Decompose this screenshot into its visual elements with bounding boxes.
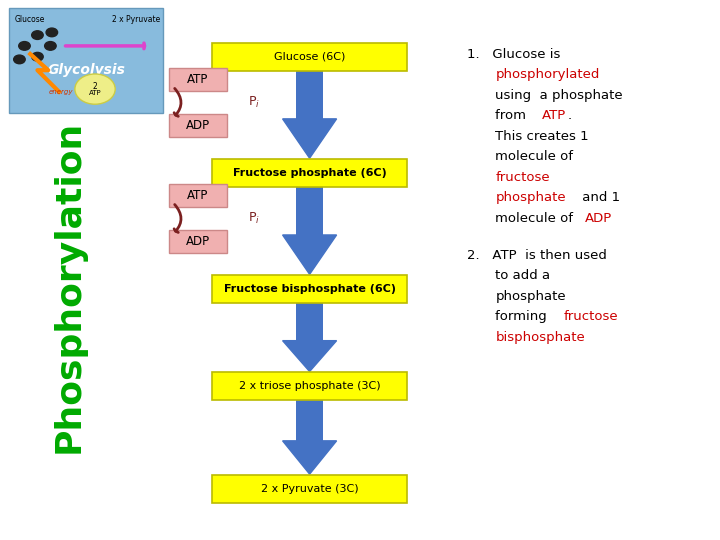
Text: ADP: ADP <box>585 212 613 225</box>
Text: energy: energy <box>48 89 73 95</box>
Text: This creates 1: This creates 1 <box>495 130 589 143</box>
Text: phosphate: phosphate <box>495 289 566 302</box>
Text: forming: forming <box>495 310 552 323</box>
FancyBboxPatch shape <box>169 230 227 253</box>
Polygon shape <box>283 441 336 474</box>
Text: ATP: ATP <box>541 109 566 122</box>
Polygon shape <box>283 119 336 158</box>
Text: ATP: ATP <box>187 73 209 86</box>
Text: Glucose (6C): Glucose (6C) <box>274 52 346 62</box>
Text: ADP: ADP <box>186 235 210 248</box>
Text: ATP: ATP <box>187 189 209 202</box>
FancyBboxPatch shape <box>296 187 323 235</box>
Text: to add a: to add a <box>495 269 551 282</box>
FancyBboxPatch shape <box>169 68 227 91</box>
FancyBboxPatch shape <box>169 184 227 207</box>
Circle shape <box>19 42 30 50</box>
Text: Glucose: Glucose <box>14 15 45 24</box>
Text: molecule of: molecule of <box>495 212 577 225</box>
Text: from: from <box>495 109 531 122</box>
FancyBboxPatch shape <box>296 71 323 119</box>
Text: fructose: fructose <box>564 310 618 323</box>
Text: Fructose bisphosphate (6C): Fructose bisphosphate (6C) <box>224 284 395 294</box>
FancyBboxPatch shape <box>212 372 407 400</box>
Text: phosphate: phosphate <box>495 191 566 204</box>
Text: bisphosphate: bisphosphate <box>495 330 585 343</box>
FancyBboxPatch shape <box>296 400 323 441</box>
Circle shape <box>14 55 25 64</box>
FancyBboxPatch shape <box>212 159 407 187</box>
Text: phosphorylated: phosphorylated <box>495 68 600 81</box>
Text: 2 x Pyruvate: 2 x Pyruvate <box>112 15 160 24</box>
FancyBboxPatch shape <box>296 303 323 341</box>
Text: and 1: and 1 <box>578 191 621 204</box>
Text: P$_i$: P$_i$ <box>248 95 261 110</box>
Text: .: . <box>568 109 572 122</box>
Polygon shape <box>283 341 336 372</box>
Text: using  a phosphate: using a phosphate <box>495 89 623 102</box>
Text: Fructose phosphate (6C): Fructose phosphate (6C) <box>233 168 387 178</box>
Text: 1.   Glucose is: 1. Glucose is <box>467 48 560 60</box>
Text: ATP: ATP <box>89 90 102 96</box>
Text: Phosphorylation: Phosphorylation <box>51 119 86 453</box>
FancyBboxPatch shape <box>212 43 407 71</box>
Text: fructose: fructose <box>495 171 550 184</box>
FancyBboxPatch shape <box>169 114 227 137</box>
Text: 2.   ATP  is then used: 2. ATP is then used <box>467 248 606 261</box>
Text: molecule of: molecule of <box>495 150 573 163</box>
FancyBboxPatch shape <box>9 8 163 113</box>
Circle shape <box>32 52 43 61</box>
Text: P$_i$: P$_i$ <box>248 211 261 226</box>
Text: 2: 2 <box>93 82 97 91</box>
Text: 2 x Pyruvate (3C): 2 x Pyruvate (3C) <box>261 484 359 494</box>
Circle shape <box>32 31 43 39</box>
Polygon shape <box>283 235 336 274</box>
FancyBboxPatch shape <box>212 275 407 303</box>
FancyBboxPatch shape <box>212 475 407 503</box>
Text: Glycolysis: Glycolysis <box>47 63 125 77</box>
Text: ADP: ADP <box>186 119 210 132</box>
Circle shape <box>75 74 115 104</box>
Text: 2 x triose phosphate (3C): 2 x triose phosphate (3C) <box>239 381 380 391</box>
Circle shape <box>46 28 58 37</box>
Circle shape <box>45 42 56 50</box>
